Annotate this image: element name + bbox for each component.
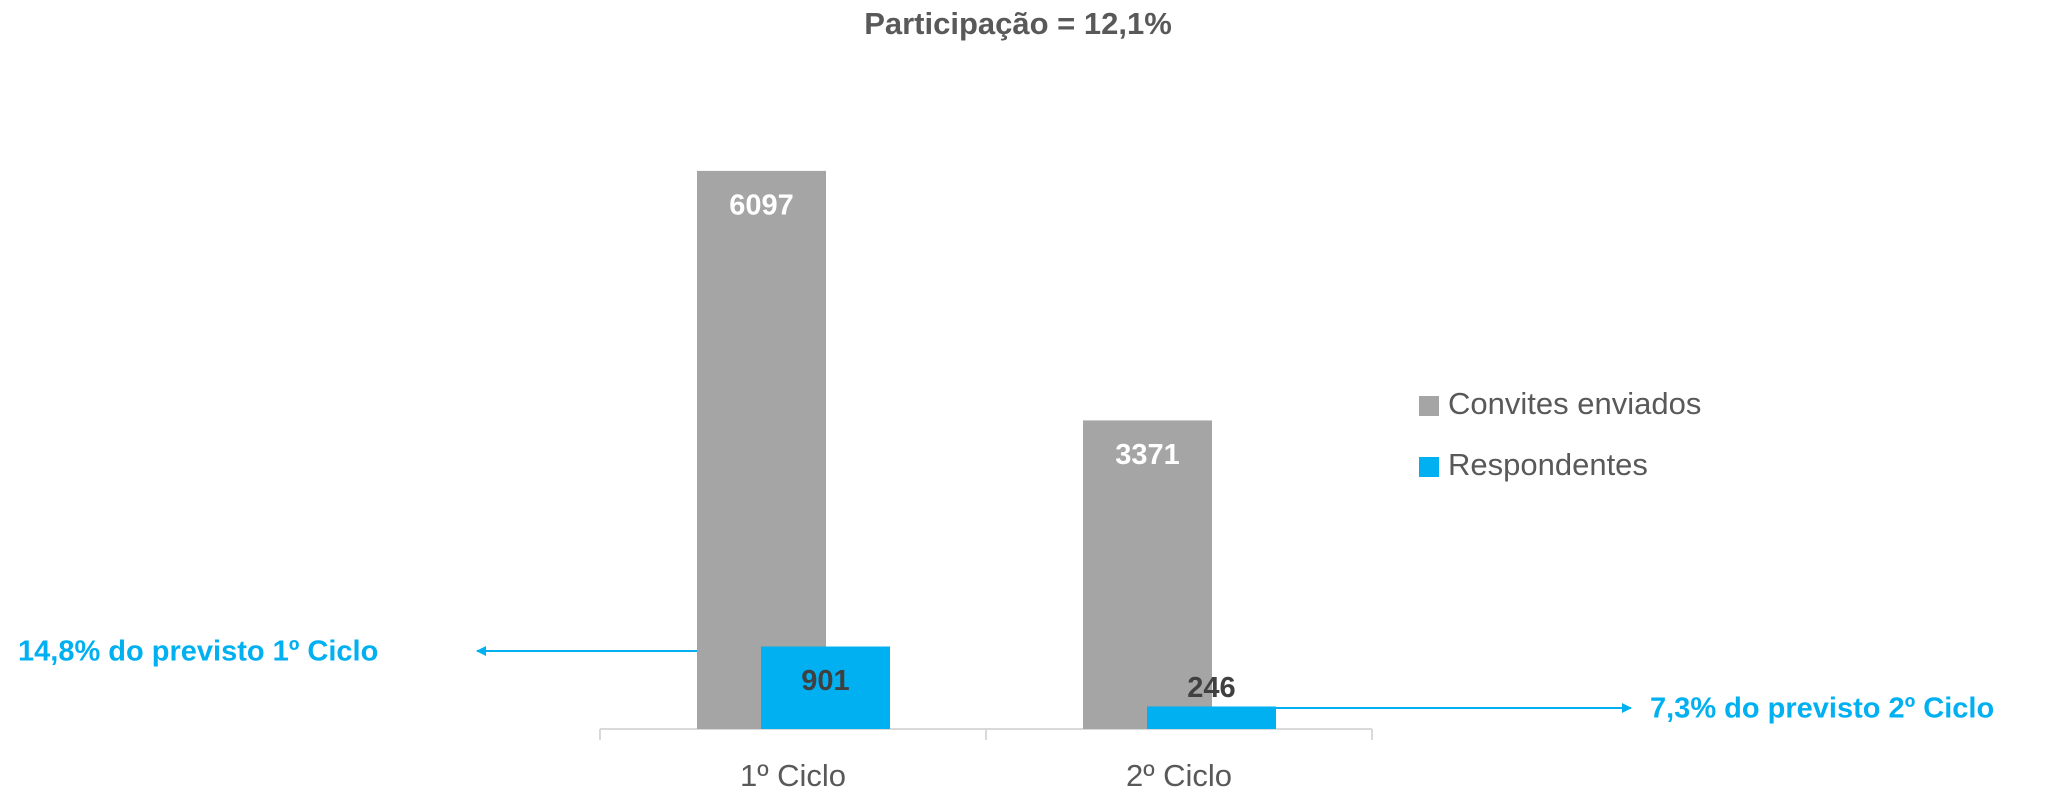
bar [697,170,826,729]
legend-label: Convites enviados [1448,386,1701,421]
legend-label: Respondentes [1448,447,1648,482]
bar [1083,420,1212,729]
legend-swatch [1419,457,1439,477]
bar [1147,706,1276,729]
chart-title: Participação = 12,1% [864,6,1172,41]
x-tick-label: 1º Ciclo [740,758,846,793]
x-tick-label: 2º Ciclo [1126,758,1232,793]
data-label: 901 [801,665,849,697]
bar [761,646,890,729]
annotation: 7,3% do previsto 2º Ciclo [1650,693,1994,725]
data-label: 6097 [729,190,794,222]
legend-swatch [1419,396,1439,416]
data-label: 246 [1187,672,1235,704]
annotation: 14,8% do previsto 1º Ciclo [18,636,378,668]
data-label: 3371 [1115,439,1180,471]
